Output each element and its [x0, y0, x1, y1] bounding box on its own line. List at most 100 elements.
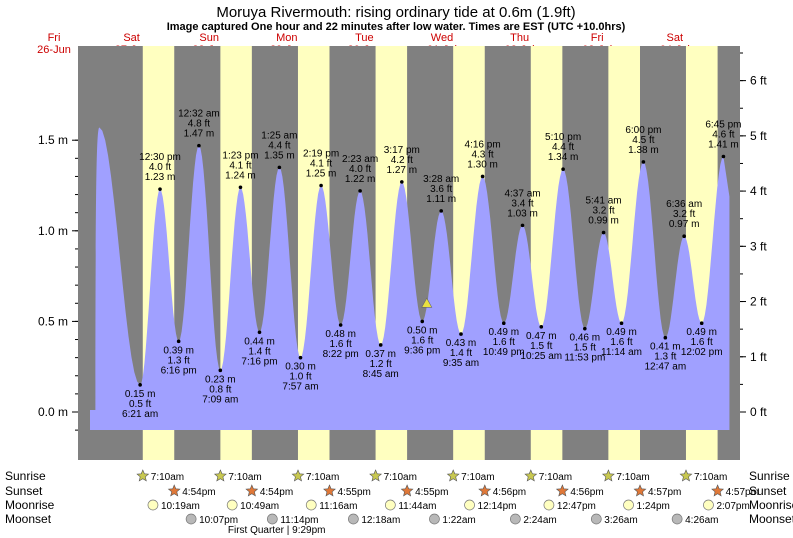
- tide-label: 0.8 ft: [209, 384, 231, 395]
- tide-point: [400, 180, 404, 184]
- sunrise-time: 7:10am: [694, 472, 727, 483]
- sunrise-icon: [524, 469, 538, 482]
- y-tick-label-right: 4 ft: [750, 184, 767, 198]
- tide-label: 1.5 ft: [574, 343, 596, 354]
- tide-label: 1.25 m: [306, 169, 337, 180]
- tide-label: 5:10 pm: [545, 132, 581, 143]
- tide-point: [176, 339, 181, 344]
- sunset-icon: [555, 484, 569, 497]
- tide-point: [561, 167, 565, 171]
- tide-label: 0.49 m: [488, 327, 519, 338]
- sunset-time: 4:55pm: [415, 487, 448, 498]
- tide-label: 0.5 ft: [129, 399, 151, 410]
- tide-label: 4:37 am: [504, 188, 540, 199]
- sunset-icon: [400, 484, 414, 497]
- day-name: Mon: [276, 32, 297, 44]
- astro-row-label-left: Moonset: [5, 512, 52, 526]
- tide-label: 0.49 m: [686, 327, 717, 338]
- tide-point: [257, 330, 262, 335]
- moonset-icon: [671, 513, 683, 525]
- sunrise-icon: [679, 469, 693, 482]
- sunset-time: 4:56pm: [493, 487, 526, 498]
- day-date: 26-Jun: [37, 44, 71, 56]
- tide-label: 0.44 m: [244, 336, 275, 347]
- tide-label: 0.23 m: [205, 374, 236, 385]
- y-tick-label-left: 0.5 m: [38, 314, 68, 328]
- tide-label: 1.24 m: [225, 170, 256, 181]
- tide-area: [95, 127, 730, 431]
- tide-label: 6:45 pm: [705, 120, 741, 131]
- tide-label: 7:09 am: [202, 394, 238, 405]
- moonrise-time: 10:49am: [240, 501, 279, 512]
- moonrise-time: 11:16am: [319, 501, 357, 512]
- tide-label: 0.48 m: [325, 329, 356, 340]
- tide-label: 4.2 ft: [391, 155, 413, 166]
- y-tick-label-right: 6 ft: [750, 74, 767, 88]
- tide-label: 1.11 m: [426, 194, 456, 205]
- y-tick-label-left: 0.0 m: [38, 405, 68, 419]
- tide-label: 1.4 ft: [248, 346, 270, 357]
- moonset-icon: [185, 513, 197, 525]
- tide-point: [520, 223, 525, 228]
- tide-label: 3.6 ft: [430, 184, 452, 195]
- tide-point: [298, 355, 303, 360]
- moonset-time: 11:14pm: [280, 515, 318, 526]
- sunrise-time: 7:10am: [461, 472, 494, 483]
- day-name: Fri: [591, 32, 604, 44]
- tide-label: 11:14 am: [601, 347, 642, 358]
- moonrise-time: 10:19am: [161, 501, 200, 512]
- tide-label: 0.30 m: [285, 362, 316, 373]
- tide-label: 4.1 ft: [310, 159, 332, 170]
- tide-label: 0.37 m: [365, 349, 396, 360]
- left-axis: 0.0 m 0.5 m 1.0 m 1.5 m: [38, 133, 78, 431]
- y-tick-label-right: 3 ft: [750, 239, 767, 253]
- tide-label: 0.50 m: [407, 325, 438, 336]
- tide-label: 1.3 ft: [654, 352, 676, 363]
- tide-label: 12:30 pm: [139, 152, 181, 163]
- moonset-time: 2:24am: [523, 515, 556, 526]
- tide-label: 4.0 ft: [349, 164, 371, 175]
- tide-label: 1.35 m: [264, 150, 295, 161]
- moonrise-time: 1:24pm: [637, 501, 670, 512]
- tide-point: [663, 335, 668, 340]
- tide-label: 4.4 ft: [268, 140, 290, 151]
- tide-label: 4.1 ft: [229, 160, 251, 171]
- astro-row-label-right: Sunset: [749, 484, 787, 498]
- moonrise-icon: [464, 499, 475, 511]
- tide-label: 1.6 ft: [330, 339, 352, 350]
- tide-point: [641, 160, 646, 164]
- moonset-time: 4:26am: [685, 515, 718, 526]
- right-axis: 0 ft 1 ft 2 ft 3 ft 4 ft 5 ft 6 ft: [740, 52, 767, 419]
- tide-label: 2:23 am: [342, 154, 378, 165]
- tide-label: 0.49 m: [606, 327, 637, 338]
- tide-label: 4.8 ft: [188, 119, 210, 130]
- current-tide-marker: [421, 297, 433, 308]
- tide-label: 1.23 m: [145, 172, 176, 183]
- tide-label: 1.5 ft: [530, 341, 552, 352]
- tide-label: 3.2 ft: [592, 206, 614, 217]
- moonrise-time: 2:07pm: [716, 501, 749, 512]
- tide-point: [338, 323, 343, 327]
- tide-label: 1.41 m: [708, 140, 739, 151]
- tide-point: [459, 332, 463, 336]
- tide-point: [378, 343, 383, 347]
- y-tick-label-right: 0 ft: [750, 405, 767, 419]
- moonrise-time: 12:14pm: [478, 501, 517, 512]
- tide-label: 1.6 ft: [610, 337, 632, 348]
- tide-label: 1.3 ft: [168, 355, 190, 366]
- y-tick-label-right: 1 ft: [750, 350, 767, 364]
- sunrise-time: 7:10am: [539, 472, 572, 483]
- moonset-time: 3:26am: [604, 515, 637, 526]
- tide-label: 12:47 am: [644, 362, 686, 373]
- tide-label: 1.4 ft: [450, 348, 472, 359]
- tide-label: 9:35 am: [443, 358, 479, 369]
- day-name: Thu: [510, 32, 529, 44]
- astro-row-label-right: Moonset: [749, 512, 793, 526]
- sunset-icon: [245, 484, 259, 497]
- moonrise-icon: [305, 499, 317, 511]
- tide-label: 0.47 m: [526, 331, 557, 342]
- tide-label: 1.03 m: [507, 208, 538, 219]
- tide-label: 8:22 pm: [323, 349, 359, 360]
